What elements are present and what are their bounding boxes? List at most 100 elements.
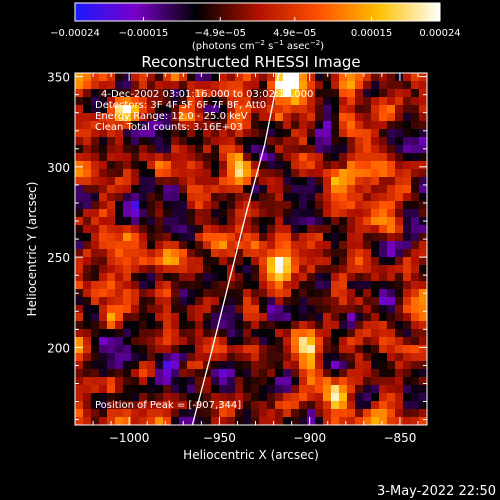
heatmap-cell (131, 145, 140, 154)
heatmap-cell (379, 97, 388, 106)
heatmap-cell (307, 105, 316, 114)
heatmap-cell (251, 169, 260, 178)
heatmap-cell (387, 257, 396, 266)
heatmap-cell (315, 129, 324, 138)
heatmap-cell (267, 225, 276, 234)
heatmap-cell (91, 369, 100, 378)
heatmap-cell (243, 161, 252, 170)
heatmap-cell (275, 321, 284, 330)
heatmap-cell (155, 369, 164, 378)
heatmap-cell (387, 273, 396, 282)
heatmap-cell (339, 417, 348, 425)
heatmap-cell (147, 361, 156, 370)
heatmap-cell (411, 273, 420, 282)
heatmap-cell (275, 217, 284, 226)
heatmap-cell (147, 89, 156, 98)
heatmap-cell (403, 105, 412, 114)
heatmap-cell (259, 289, 268, 298)
heatmap-cell (243, 217, 252, 226)
heatmap-cell (299, 297, 308, 306)
heatmap-cell (99, 321, 108, 330)
heatmap-cell (299, 321, 308, 330)
heatmap-cell (75, 153, 84, 162)
heatmap-cell (291, 153, 300, 162)
heatmap-cell (155, 233, 164, 242)
heatmap-cell (235, 121, 244, 130)
heatmap-cell (155, 337, 164, 346)
heatmap-cell (251, 361, 260, 370)
heatmap-cell (395, 281, 404, 290)
heatmap-cell (419, 89, 427, 98)
heatmap-cell (75, 129, 84, 138)
heatmap-cell (403, 297, 412, 306)
heatmap-cell (259, 105, 268, 114)
heatmap-cell (307, 89, 316, 98)
heatmap-cell (371, 121, 380, 130)
heatmap-cell (155, 97, 164, 106)
heatmap-cell (99, 329, 108, 338)
heatmap-cell (403, 393, 412, 402)
heatmap-cell (315, 273, 324, 282)
heatmap-cell (331, 73, 340, 82)
heatmap-cell (291, 113, 300, 122)
heatmap-cell (371, 81, 380, 90)
heatmap-cell (91, 361, 100, 370)
heatmap-cell (195, 201, 204, 210)
heatmap-cell (363, 265, 372, 274)
heatmap-cell (187, 281, 196, 290)
heatmap-cell (331, 177, 340, 186)
heatmap-cell (411, 329, 420, 338)
heatmap-cell (395, 177, 404, 186)
heatmap-cell (283, 209, 292, 218)
heatmap-cell (155, 289, 164, 298)
heatmap-cell (275, 121, 284, 130)
heatmap-cell (243, 273, 252, 282)
heatmap-cell (187, 337, 196, 346)
heatmap-cell (307, 177, 316, 186)
heatmap-cell (251, 401, 260, 410)
heatmap-cell (291, 417, 300, 425)
heatmap-cell (267, 361, 276, 370)
heatmap-cell (331, 273, 340, 282)
heatmap-cell (291, 385, 300, 394)
heatmap-cell (387, 361, 396, 370)
heatmap-cell (235, 97, 244, 106)
heatmap-cell (171, 129, 180, 138)
heatmap-cell (155, 121, 164, 130)
heatmap-cell (91, 385, 100, 394)
heatmap-cell (219, 137, 228, 146)
heatmap-cell (259, 153, 268, 162)
heatmap-cell (131, 361, 140, 370)
heatmap-cell (243, 73, 252, 82)
heatmap-cell (187, 81, 196, 90)
heatmap-cell (203, 265, 212, 274)
y-tick-label: 350 (47, 71, 70, 85)
heatmap-cell (75, 249, 84, 258)
heatmap-cell (243, 321, 252, 330)
heatmap-cell (419, 401, 427, 410)
heatmap-cell (275, 305, 284, 314)
heatmap-cell (187, 345, 196, 354)
heatmap-cell (219, 337, 228, 346)
heatmap-cell (131, 337, 140, 346)
heatmap-cell (99, 273, 108, 282)
heatmap-cell (131, 345, 140, 354)
heatmap-cell (75, 305, 84, 314)
heatmap-cell (315, 409, 324, 418)
heatmap-cell (395, 409, 404, 418)
heatmap-cell (299, 145, 308, 154)
heatmap-cell (243, 201, 252, 210)
heatmap-cell (187, 297, 196, 306)
heatmap-cell (83, 297, 92, 306)
heatmap-cell (195, 73, 204, 82)
heatmap-cell (219, 313, 228, 322)
heatmap-cell (163, 169, 172, 178)
heatmap-cell (147, 289, 156, 298)
heatmap-cell (283, 257, 292, 266)
heatmap-cell (371, 321, 380, 330)
y-axis-label: Heliocentric Y (arcsec) (25, 182, 39, 317)
heatmap-cell (347, 225, 356, 234)
heatmap-cell (195, 193, 204, 202)
heatmap-cell (371, 153, 380, 162)
heatmap-cell (139, 369, 148, 378)
